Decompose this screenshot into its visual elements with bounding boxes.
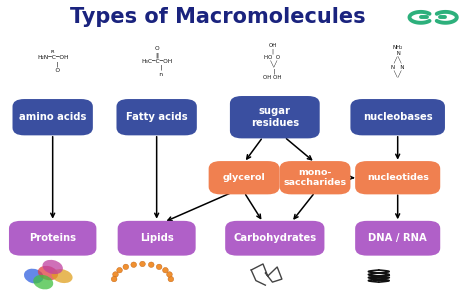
FancyBboxPatch shape [355, 161, 440, 194]
FancyBboxPatch shape [12, 99, 93, 135]
Text: glycerol: glycerol [223, 173, 265, 182]
Ellipse shape [163, 268, 168, 273]
Ellipse shape [113, 272, 118, 277]
Ellipse shape [148, 262, 154, 268]
FancyBboxPatch shape [225, 221, 324, 256]
FancyBboxPatch shape [117, 99, 197, 135]
FancyBboxPatch shape [118, 221, 196, 256]
Text: Lipids: Lipids [140, 233, 173, 243]
Text: sugar
residues: sugar residues [251, 106, 299, 128]
FancyBboxPatch shape [350, 99, 445, 135]
Ellipse shape [140, 261, 146, 267]
Text: nucleotides: nucleotides [367, 173, 428, 182]
FancyBboxPatch shape [230, 96, 319, 138]
FancyBboxPatch shape [355, 221, 440, 256]
Ellipse shape [43, 260, 63, 274]
Text: OH
|
HO  O
  ╲╱
  |
OH OH: OH | HO O ╲╱ | OH OH [263, 43, 282, 80]
Text: amino acids: amino acids [19, 112, 86, 122]
FancyBboxPatch shape [280, 161, 350, 194]
Text: O
‖
H₃C─C─OH
     |
     n: O ‖ H₃C─C─OH | n [141, 46, 172, 77]
Text: mono-
saccharides: mono- saccharides [283, 168, 346, 188]
FancyBboxPatch shape [209, 161, 280, 194]
Ellipse shape [131, 262, 137, 268]
Text: ʀ
H₂N─C─OH
     |
     O: ʀ H₂N─C─OH | O [37, 49, 68, 73]
Ellipse shape [111, 276, 117, 282]
Text: nucleobases: nucleobases [363, 112, 432, 122]
Text: Carbohydrates: Carbohydrates [233, 233, 316, 243]
Ellipse shape [123, 264, 128, 270]
Ellipse shape [168, 276, 173, 282]
Text: NH₂
 N
╱ ╲
N   N
╲ ╱: NH₂ N ╱ ╲ N N ╲ ╱ [391, 45, 404, 78]
Text: Proteins: Proteins [29, 233, 76, 243]
FancyBboxPatch shape [9, 221, 96, 256]
Ellipse shape [156, 264, 162, 270]
Text: Types of Macromolecules: Types of Macromolecules [70, 7, 366, 27]
Ellipse shape [38, 266, 58, 280]
Ellipse shape [52, 269, 73, 283]
Ellipse shape [24, 269, 44, 283]
Text: Fatty acids: Fatty acids [126, 112, 188, 122]
Text: DNA / RNA: DNA / RNA [368, 233, 427, 243]
Ellipse shape [33, 275, 53, 289]
Ellipse shape [166, 272, 172, 277]
Ellipse shape [117, 268, 122, 273]
